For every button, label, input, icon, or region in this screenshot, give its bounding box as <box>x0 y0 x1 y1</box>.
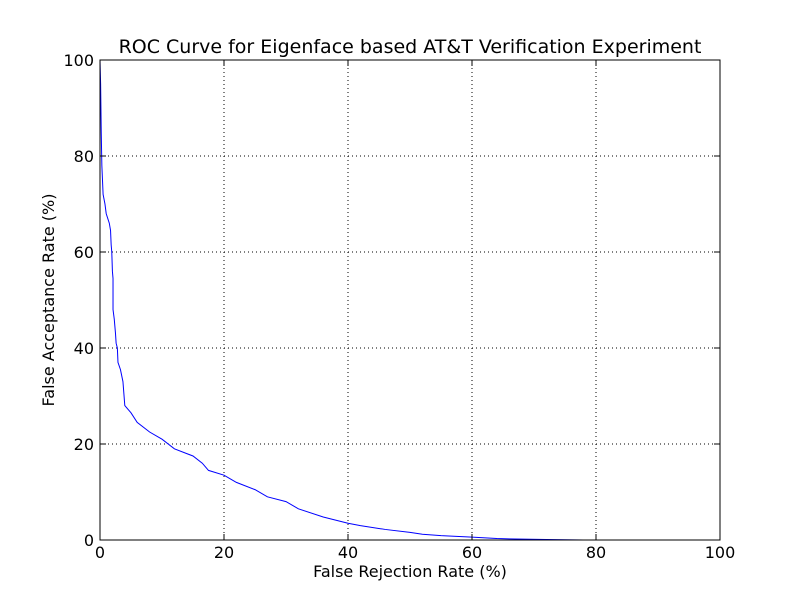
x-tick-label: 60 <box>462 543 482 562</box>
y-tick-label: 100 <box>63 51 94 70</box>
y-tick-label: 60 <box>74 243 94 262</box>
tick-labels: 0 20 40 60 80 100 0 20 40 60 80 100 <box>63 51 735 562</box>
x-tick-label: 80 <box>586 543 606 562</box>
y-tick-label: 0 <box>84 531 94 550</box>
y-tick-label: 80 <box>74 147 94 166</box>
y-tick-label: 20 <box>74 435 94 454</box>
grid <box>100 60 720 540</box>
roc-curve-line <box>99 59 584 541</box>
y-axis-label: False Acceptance Rate (%) <box>39 194 58 407</box>
x-tick-label: 100 <box>705 543 736 562</box>
plot-frame <box>99 59 721 541</box>
y-tick-label: 40 <box>74 339 94 358</box>
series-layer <box>99 59 584 541</box>
ticks <box>99 59 721 541</box>
x-tick-label: 0 <box>95 543 105 562</box>
x-axis-label: False Rejection Rate (%) <box>313 562 507 581</box>
x-tick-label: 40 <box>338 543 358 562</box>
chart-title: ROC Curve for Eigenface based AT&T Verif… <box>119 36 702 58</box>
x-tick-label: 20 <box>214 543 234 562</box>
